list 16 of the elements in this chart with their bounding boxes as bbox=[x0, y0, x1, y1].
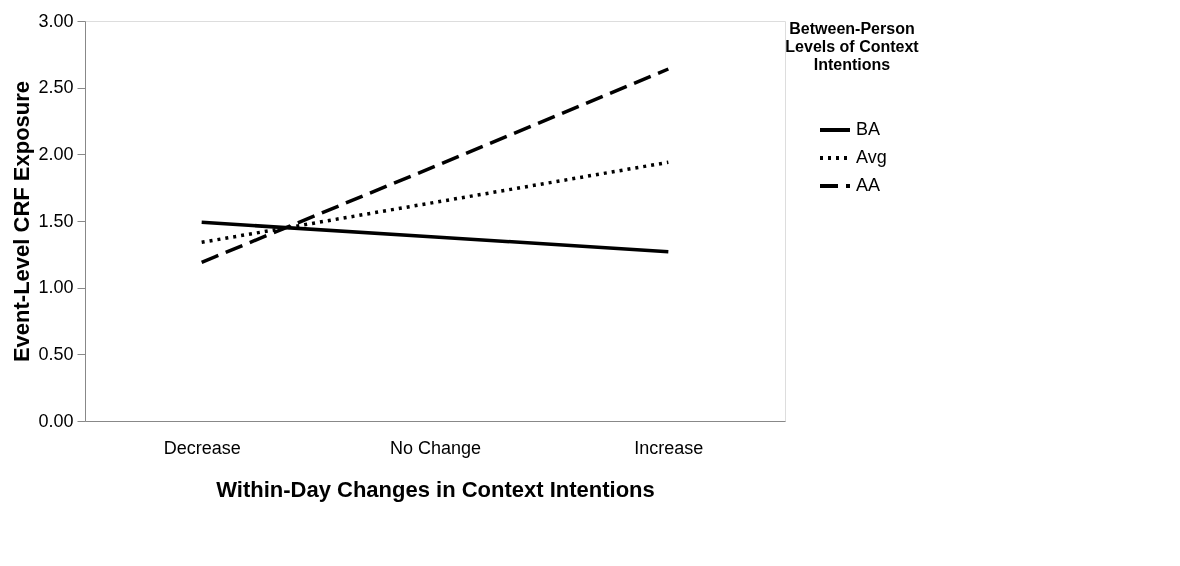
legend-title: Between-Person Levels of Context Intentions bbox=[785, 20, 920, 73]
y-tick-label: 1.50 bbox=[38, 210, 74, 231]
y-tick-label: 1.00 bbox=[38, 277, 74, 298]
y-tick-label: 2.50 bbox=[38, 77, 74, 98]
x-tick-label: No Change bbox=[389, 437, 482, 458]
x-tick-label: Increase bbox=[634, 437, 704, 458]
x-axis-title: Within-Day Changes in Context Intentions bbox=[216, 476, 655, 502]
legend-label: BA bbox=[856, 119, 881, 139]
y-tick-label: 0.50 bbox=[38, 343, 74, 364]
x-tick-label: Decrease bbox=[163, 437, 241, 458]
y-axis-title: Event-Level CRF Exposure bbox=[9, 80, 35, 363]
legend-label: AA bbox=[856, 175, 881, 195]
y-tick-label: 3.00 bbox=[38, 10, 74, 31]
legend-label: Avg bbox=[856, 147, 887, 167]
y-tick-label: 0.00 bbox=[38, 410, 74, 431]
y-tick-label: 2.00 bbox=[38, 143, 74, 164]
